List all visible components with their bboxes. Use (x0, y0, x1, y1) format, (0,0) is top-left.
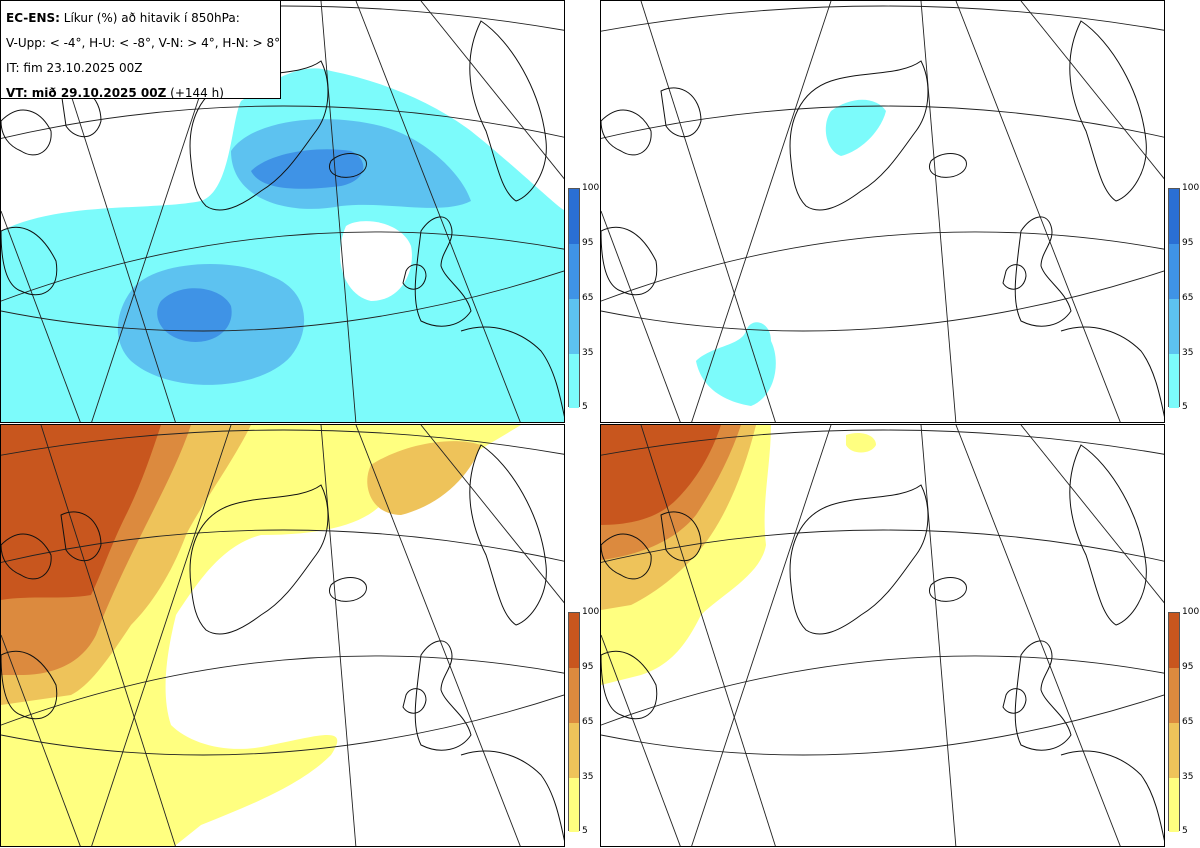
legend-tick: 95 (1182, 238, 1194, 248)
valid-rest: (+144 h) (166, 86, 224, 100)
prob-area-65 (367, 441, 481, 515)
map-canvas (601, 1, 1164, 422)
map-canvas (1, 1, 564, 422)
legend-tick: 100 (1182, 183, 1200, 193)
prob-area-95 (251, 149, 364, 189)
legend-tick: 65 (582, 717, 594, 727)
legend-bar (1168, 188, 1180, 408)
map-panel-lower-right (600, 424, 1165, 847)
title-bold: EC-ENS: (6, 11, 60, 25)
map-panel-lower-left (0, 424, 565, 847)
legend-tick: 5 (582, 826, 588, 836)
legend-tick: 35 (1182, 348, 1194, 358)
legend-tick: 95 (582, 238, 594, 248)
legend-tick: 65 (1182, 293, 1194, 303)
legend-tick: 5 (1182, 402, 1188, 412)
prob-area-35 (696, 322, 776, 406)
legend-tick: 35 (1182, 772, 1194, 782)
prob-area-35 (421, 241, 564, 422)
title-line: EC-ENS: Líkur (%) að hitavik í 850hPa: (6, 6, 275, 31)
map-canvas (601, 425, 1164, 846)
legend-tick: 5 (582, 402, 588, 412)
valid-bold: VT: mið 29.10.2025 00Z (6, 86, 167, 100)
prob-gap (340, 221, 412, 301)
legend-tick: 100 (1182, 607, 1200, 617)
map-panel-upper-right (600, 0, 1165, 423)
valid-time-line: VT: mið 29.10.2025 00Z (+144 h) (6, 81, 275, 106)
title-rest: Líkur (%) að hitavik í 850hPa: (59, 11, 240, 25)
prob-area-35 (825, 99, 886, 156)
legend-tick: 35 (582, 348, 594, 358)
legend-tick: 65 (1182, 717, 1194, 727)
legend-bar (568, 188, 580, 408)
thresholds-line: V-Upp: < -4°, H-U: < -8°, V-N: > 4°, H-N… (6, 36, 281, 50)
legend-tick: 100 (582, 607, 600, 617)
legend-bar (1168, 612, 1180, 832)
legend-tick: 5 (1182, 826, 1188, 836)
prob-area-35 (846, 433, 876, 453)
map-panel-upper-left (0, 0, 565, 423)
legend-bar (568, 612, 580, 832)
info-box: EC-ENS: Líkur (%) að hitavik í 850hPa: V… (0, 0, 281, 100)
legend-tick: 95 (582, 662, 594, 672)
map-canvas (1, 425, 564, 846)
legend-tick: 65 (582, 293, 594, 303)
prob-area-95 (157, 288, 232, 342)
init-time-line: IT: fim 23.10.2025 00Z (6, 61, 143, 75)
legend-tick: 100 (582, 183, 600, 193)
legend-tick: 95 (1182, 662, 1194, 672)
legend-tick: 35 (582, 772, 594, 782)
